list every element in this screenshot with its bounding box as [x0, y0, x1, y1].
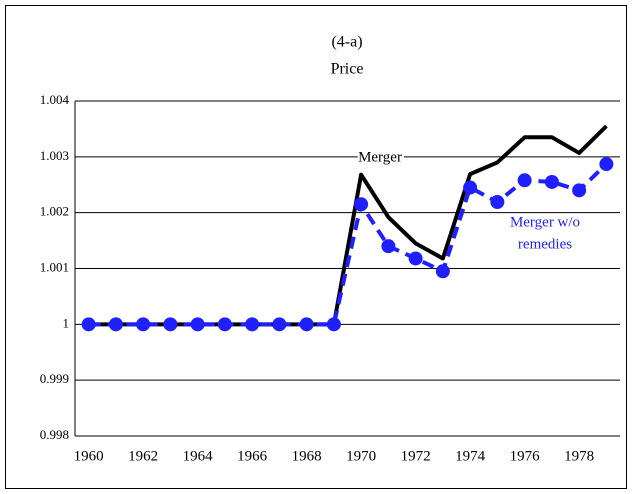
y-tick-label: 0.999	[40, 371, 69, 386]
annotation: Merger w/o	[510, 214, 580, 230]
point	[136, 317, 151, 332]
point	[572, 183, 587, 198]
point	[81, 317, 96, 332]
y-tick-label: 0.998	[40, 427, 69, 442]
x-tick-label: 1974	[455, 448, 486, 464]
x-tick-label: 1960	[74, 448, 104, 464]
point	[190, 317, 205, 332]
x-tick-label: 1964	[183, 448, 214, 464]
x-tick-label: 1970	[346, 448, 376, 464]
x-tick-label: 1972	[401, 448, 431, 464]
point	[490, 195, 505, 210]
point	[517, 173, 532, 188]
point	[544, 174, 559, 189]
x-tick-label: 1968	[292, 448, 322, 464]
point	[217, 317, 232, 332]
point	[463, 180, 478, 195]
x-tick-label: 1962	[128, 448, 158, 464]
x-tick-label: 1976	[510, 448, 541, 464]
y-tick-label: 1.003	[40, 148, 69, 163]
y-tick-label: 1.001	[40, 259, 69, 274]
point	[299, 317, 314, 332]
point	[272, 317, 287, 332]
y-tick-label: 1	[63, 315, 70, 330]
x-tick-label: 1966	[237, 448, 268, 464]
x-tick-label: 1978	[564, 448, 594, 464]
point	[326, 317, 341, 332]
point	[435, 264, 450, 279]
y-tick-label: 1.002	[40, 204, 69, 219]
annotation: Merger	[358, 149, 402, 165]
point	[163, 317, 178, 332]
point	[381, 239, 396, 254]
point	[599, 157, 614, 172]
annotation: remedies	[518, 236, 572, 252]
point	[408, 251, 423, 266]
frame	[5, 5, 627, 489]
point	[108, 317, 123, 332]
chart-title: (4-a)	[331, 34, 362, 51]
point	[354, 197, 369, 212]
chart-subtitle: Price	[331, 61, 364, 78]
y-tick-label: 1.004	[40, 92, 70, 107]
point	[245, 317, 260, 332]
